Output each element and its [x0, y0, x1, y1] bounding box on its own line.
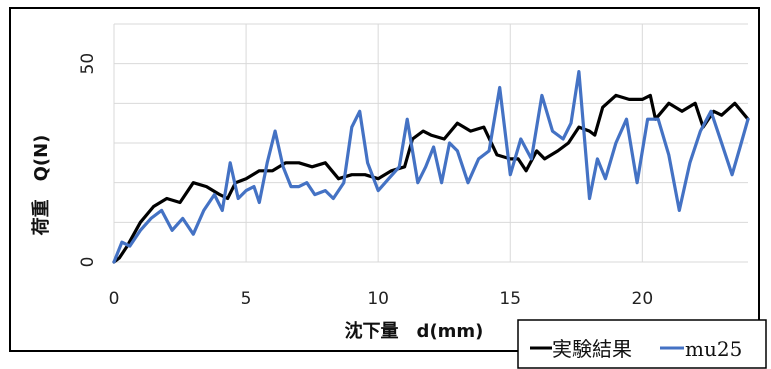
x-tick-label: 20 [632, 289, 654, 309]
x-tick-label: 5 [241, 289, 252, 309]
series-line-0 [112, 93, 750, 264]
legend-box [517, 319, 767, 369]
chart-frame [9, 7, 760, 352]
x-tick-label: 0 [109, 289, 120, 309]
series-line-1 [112, 70, 750, 264]
y-tick-label: 50 [78, 53, 98, 75]
x-axis-title: 沈下量 d(mm) [345, 320, 484, 342]
legend: 実験結果 mu25 [517, 319, 767, 369]
x-tick-label: 15 [499, 289, 521, 309]
y-tick-label: 0 [78, 257, 98, 268]
series-lines [112, 70, 750, 264]
x-tick-label: 10 [367, 289, 389, 309]
x-tick-labels: 0 5 10 15 20 [109, 289, 654, 309]
legend-label-mu25: mu25 [685, 337, 742, 361]
legend-label-jikken: 実験結果 [552, 337, 632, 361]
gridlines [113, 23, 748, 263]
y-axis-title: 荷重 Q(N) [30, 135, 52, 236]
y-tick-labels: 0 50 [78, 53, 98, 268]
